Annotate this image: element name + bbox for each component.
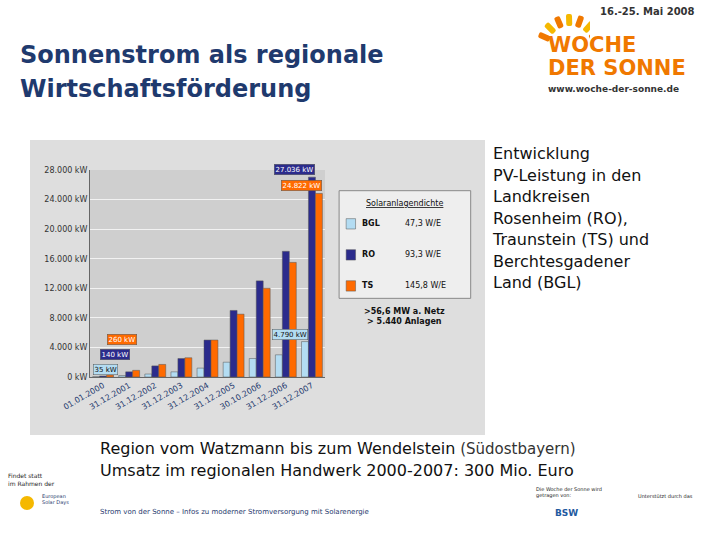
html-text:getragen von:: getragen von: bbox=[536, 492, 572, 498]
svg-text:TS: TS bbox=[362, 281, 373, 290]
svg-text:Solaranlagendichte: Solaranlagendichte bbox=[366, 199, 443, 208]
svg-text:>56,6 MW a. Netz> 5.440 Anlage: >56,6 MW a. Netz> 5.440 Anlagen bbox=[364, 307, 445, 326]
html-text:Die Woche der Sonne wird: Die Woche der Sonne wird bbox=[536, 486, 602, 492]
svg-text:145,8 W/E: 145,8 W/E bbox=[405, 281, 446, 290]
svg-text:93,3 W/E: 93,3 W/E bbox=[405, 250, 441, 259]
html-text:DER SONNE: DER SONNE bbox=[548, 56, 686, 80]
svg-text:28.000 kW: 28.000 kW bbox=[44, 166, 87, 175]
html-text:Findet statt: Findet statt bbox=[8, 472, 43, 479]
html-text:16.-25. Mai 2008: 16.-25. Mai 2008 bbox=[600, 6, 695, 17]
svg-text:24.822 kW: 24.822 kW bbox=[283, 182, 321, 190]
svg-text:01.01.2000: 01.01.2000 bbox=[62, 381, 106, 412]
svg-text:31.12.2005: 31.12.2005 bbox=[192, 381, 236, 412]
html-text:im Rahmen der: im Rahmen der bbox=[8, 480, 55, 487]
html-text:Entwicklung: Entwicklung bbox=[493, 144, 590, 163]
svg-text:4.790 kW: 4.790 kW bbox=[274, 331, 307, 339]
svg-text:31.12.2002: 31.12.2002 bbox=[114, 381, 158, 412]
html-text:Solar Days: Solar Days bbox=[42, 499, 69, 505]
svg-text:0 kW: 0 kW bbox=[67, 373, 87, 382]
html-text:Region vom Watzmann bis zum We: Region vom Watzmann bis zum Wendelstein … bbox=[100, 439, 576, 458]
html-text:WOCHE: WOCHE bbox=[548, 33, 637, 57]
html-text:PV-Leistung in den: PV-Leistung in den bbox=[493, 165, 642, 185]
html-text:Wirtschaftsförderung: Wirtschaftsförderung bbox=[20, 75, 312, 103]
svg-text:27.036 kW: 27.036 kW bbox=[276, 166, 314, 174]
html-text:Berchtesgadener: Berchtesgadener bbox=[493, 251, 630, 271]
svg-text:BGL: BGL bbox=[362, 219, 380, 228]
svg-text:140 kW: 140 kW bbox=[102, 351, 129, 359]
svg-text:31.12.2007: 31.12.2007 bbox=[271, 381, 315, 412]
html-text:Traunstein (TS) und: Traunstein (TS) und bbox=[493, 230, 650, 249]
svg-text:8.000 kW: 8.000 kW bbox=[49, 314, 87, 323]
html-text:www.woche-der-sonne.de: www.woche-der-sonne.de bbox=[548, 84, 679, 94]
html-text:Land (BGL): Land (BGL) bbox=[493, 273, 582, 292]
svg-text:47,3 W/E: 47,3 W/E bbox=[405, 219, 441, 228]
svg-text:20.000 kW: 20.000 kW bbox=[44, 225, 87, 234]
svg-text:12.000 kW: 12.000 kW bbox=[44, 284, 87, 293]
svg-text:31.12.2003: 31.12.2003 bbox=[140, 381, 184, 412]
html-text:Umsatz im regionalen Handwerk: Umsatz im regionalen Handwerk 2000-2007:… bbox=[100, 461, 574, 480]
html-text:BSW: BSW bbox=[555, 508, 579, 518]
svg-text:31.12.2006: 31.12.2006 bbox=[245, 381, 289, 412]
svg-text:31.12.2001: 31.12.2001 bbox=[88, 381, 132, 412]
html-text:Sonnenstrom als regionale: Sonnenstrom als regionale bbox=[20, 41, 384, 69]
svg-text:16.000 kW: 16.000 kW bbox=[44, 255, 87, 264]
html-text:Strom von der Sonne – Infos zu: Strom von der Sonne – Infos zu moderner … bbox=[100, 508, 369, 516]
svg-text:4.000 kW: 4.000 kW bbox=[49, 343, 87, 352]
svg-text:31.12.2004: 31.12.2004 bbox=[166, 381, 210, 412]
html-text:Rosenheim (RO),: Rosenheim (RO), bbox=[493, 208, 628, 228]
html-text:Unterstützt durch das: Unterstützt durch das bbox=[638, 493, 693, 499]
svg-text:24.000 kW: 24.000 kW bbox=[44, 195, 87, 204]
html-text:Landkreisen: Landkreisen bbox=[493, 187, 591, 206]
svg-text:260 kW: 260 kW bbox=[109, 336, 136, 344]
svg-text:30.10.2006: 30.10.2006 bbox=[219, 381, 263, 412]
svg-text:RO: RO bbox=[362, 250, 375, 259]
html-text:European: European bbox=[42, 493, 66, 499]
svg-text:35 kW: 35 kW bbox=[95, 366, 117, 374]
